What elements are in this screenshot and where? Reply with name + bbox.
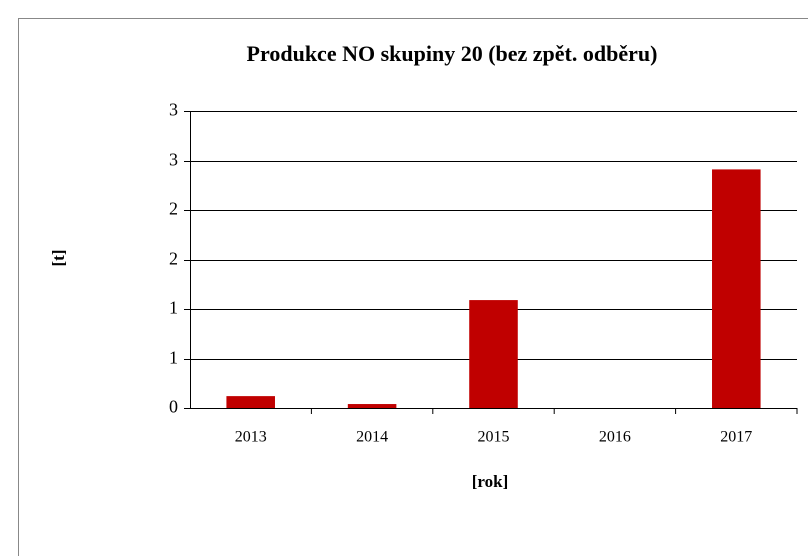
y-tick-label: 1 (169, 348, 178, 368)
x-tick-label: 2017 (720, 429, 752, 446)
chart-title: Produkce NO skupiny 20 (bez zpět. odběru… (247, 41, 658, 66)
bar (469, 300, 518, 408)
y-axis-label: [t] (49, 250, 68, 267)
chart-frame (18, 18, 808, 556)
bar (347, 404, 397, 408)
x-axis-label: [rok] (472, 472, 509, 491)
x-tick-label: 2013 (235, 429, 267, 446)
y-tick-label: 2 (169, 199, 178, 219)
x-tick-label: 2014 (356, 429, 388, 446)
y-tick-label: 0 (169, 397, 178, 417)
x-tick-label: 2016 (599, 429, 631, 446)
y-tick-label: 3 (169, 100, 178, 120)
y-tick-label: 3 (169, 150, 178, 170)
x-tick-label: 2015 (478, 429, 510, 446)
y-tick-label: 2 (169, 249, 178, 269)
bar (226, 396, 275, 408)
bar (712, 169, 761, 408)
y-tick-label: 1 (169, 298, 178, 318)
